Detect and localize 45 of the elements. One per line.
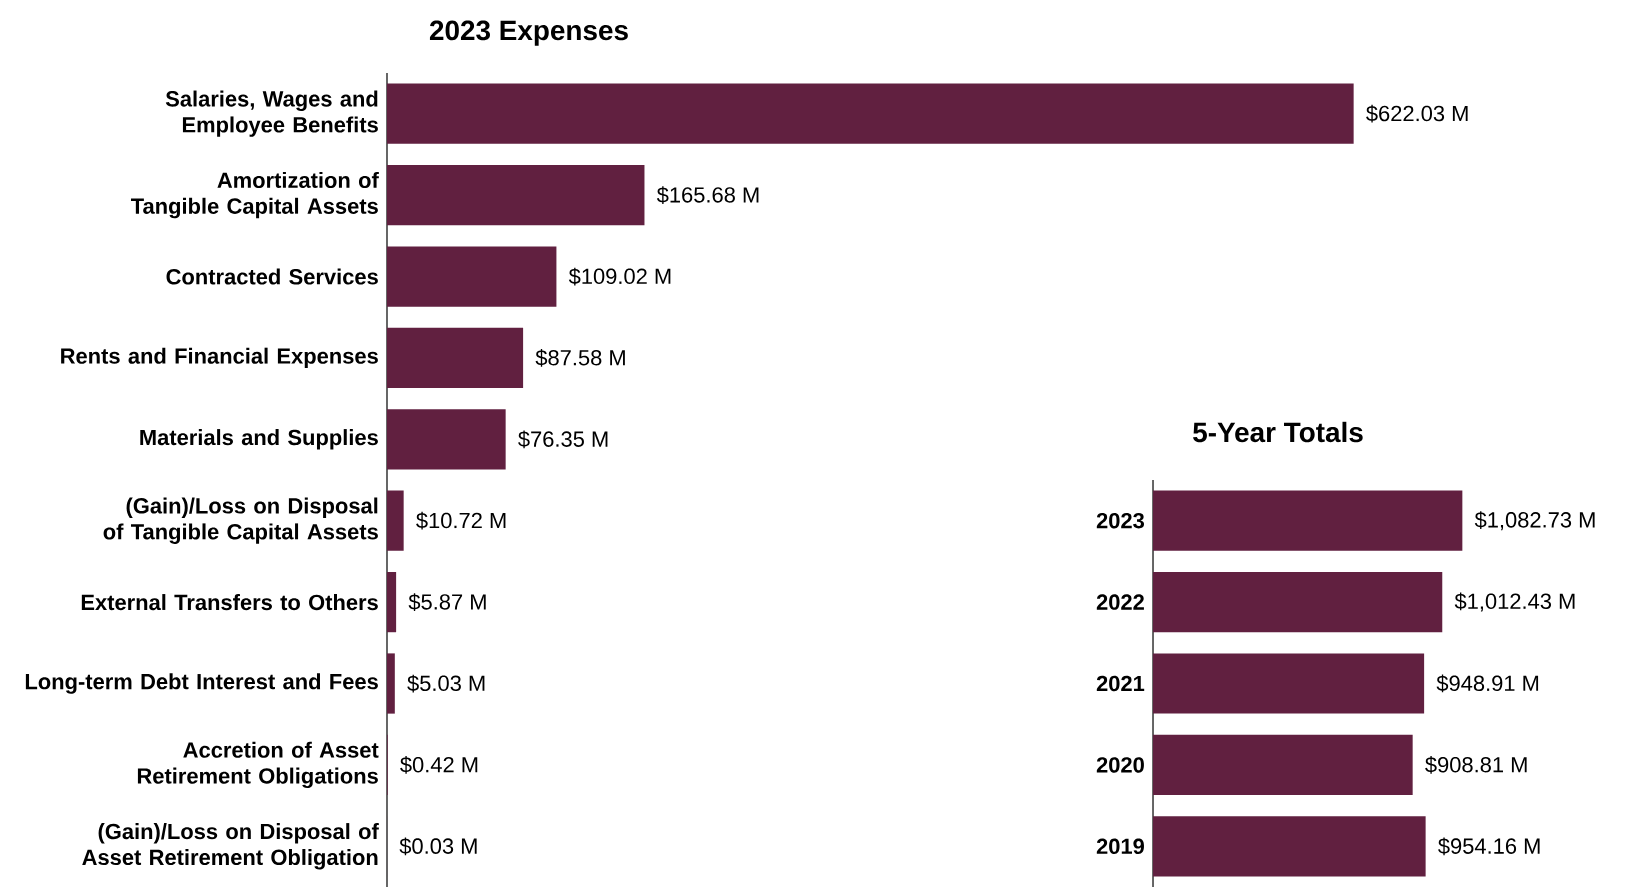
- bar: [387, 653, 395, 714]
- bar: [387, 490, 404, 551]
- y-tick-label: Materials and Supplies: [140, 429, 378, 450]
- y-tick-label: Salaries, Wages and Employee Benefits: [165, 90, 378, 137]
- data-label: $76.35 M: [518, 430, 608, 449]
- bar: [387, 246, 557, 307]
- y-tick-label: 2019: [1096, 838, 1144, 855]
- y-tick-label: Amortization of Tangible Capital Assets: [130, 171, 379, 219]
- bar: [387, 327, 524, 389]
- y-tick-label: 2020: [1096, 757, 1144, 773]
- bar: [1153, 816, 1426, 877]
- y-tick-label: Rents and Financial Expenses: [61, 347, 378, 369]
- y-tick-label: (Gain)/Loss on Disposal of Asset Retirement Obligation: [82, 823, 379, 870]
- bar: [387, 409, 506, 470]
- bar: [1153, 734, 1413, 796]
- data-label: $0.03 M: [399, 837, 477, 856]
- data-label: $10.72 M: [416, 511, 506, 530]
- y-tick-label: External Transfers to Others: [81, 594, 378, 611]
- data-label: $87.58 M: [535, 349, 625, 367]
- y-tick-label: Long-term Debt Interest and Fees: [25, 673, 378, 694]
- bar: [387, 83, 1354, 144]
- y-tick-label: (Gain)/Loss on Disposal of Tangible Capital Assets: [103, 497, 378, 544]
- data-label: $5.87 M: [408, 593, 486, 611]
- data-label: $165.68 M: [656, 186, 759, 204]
- data-label: $5.03 M: [407, 674, 485, 693]
- y-tick-label: Accretion of Asset Retirement Obligations: [137, 741, 379, 789]
- data-label: $948.91 M: [1436, 674, 1539, 693]
- chart-title: 2023 Expenses: [429, 20, 628, 46]
- data-label: $622.03 M: [1366, 104, 1468, 123]
- data-label: $109.02 M: [568, 267, 671, 286]
- bar: [1153, 653, 1425, 714]
- data-label: $0.42 M: [400, 756, 478, 774]
- data-label: $954.16 M: [1438, 837, 1540, 856]
- y-tick-label: 2023: [1096, 512, 1145, 529]
- y-tick-label: 2021: [1096, 675, 1145, 692]
- y-tick-label: Contracted Services: [166, 268, 378, 285]
- bar: [387, 571, 397, 633]
- bar: [387, 164, 645, 226]
- chart-title: 5-Year Totals: [1193, 421, 1363, 443]
- bar: [1153, 571, 1443, 633]
- data-label: $1,012.43 M: [1454, 592, 1575, 612]
- y-tick-label: 2022: [1096, 594, 1144, 610]
- data-label: $908.81 M: [1425, 756, 1527, 774]
- data-label: $1,082.73 M: [1474, 511, 1595, 531]
- bar: [1153, 490, 1463, 551]
